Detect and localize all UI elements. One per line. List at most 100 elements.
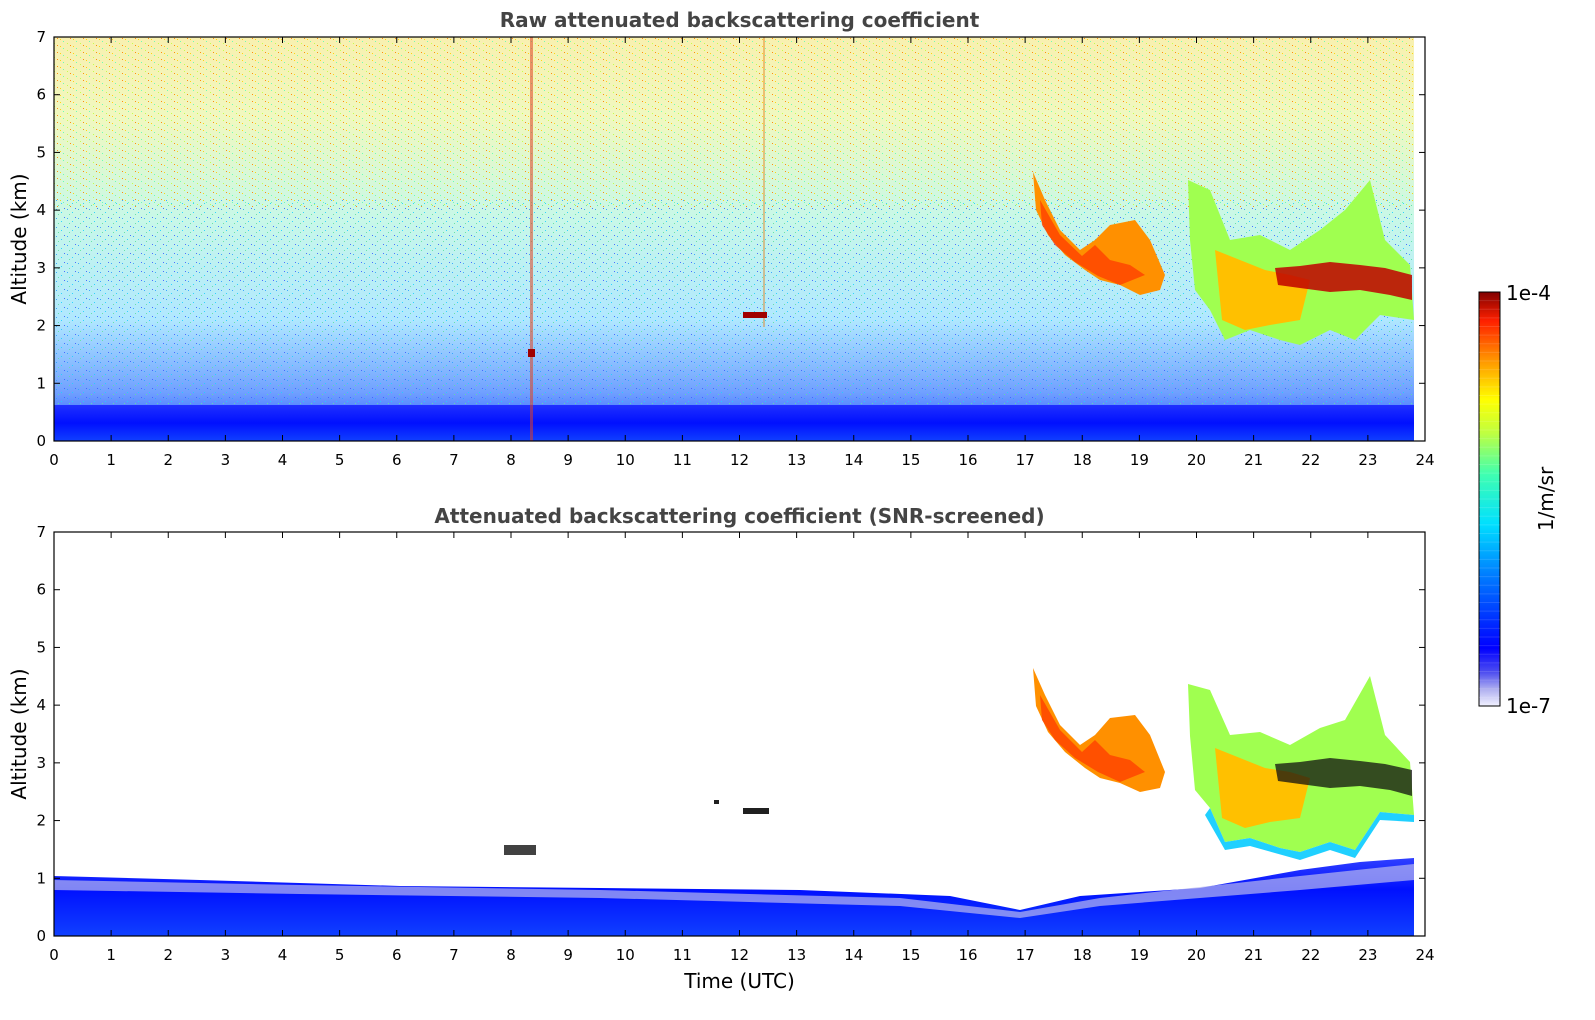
top-cloud-layer-2-core — [1215, 250, 1310, 330]
bottom-x-tick-label: 12 — [730, 946, 749, 964]
bottom-cloud-edge — [1205, 808, 1414, 860]
bottom-y-tick-label: 7 — [36, 523, 46, 541]
bottom-x-tick-label: 4 — [278, 946, 288, 964]
bottom-echo-11h — [714, 800, 719, 804]
bottom-x-axis-label: Time (UTC) — [683, 969, 795, 993]
bottom-echo-8h — [504, 845, 536, 855]
bottom-x-tick-label: 10 — [616, 946, 635, 964]
top-panel-title: Raw attenuated backscattering coefficien… — [500, 8, 980, 32]
top-x-tick-label: 23 — [1358, 451, 1377, 469]
top-y-tick-label: 6 — [36, 86, 46, 104]
colorbar-gradient — [1478, 291, 1501, 707]
bottom-x-tick-label: 22 — [1301, 946, 1320, 964]
top-x-tick-label: 9 — [563, 451, 573, 469]
bottom-x-tick-label: 7 — [449, 946, 459, 964]
top-artifact-line-1 — [530, 37, 533, 441]
top-y-axis: 0 1 2 3 4 5 6 7 — [36, 28, 1425, 450]
top-x-tick-label: 14 — [844, 451, 863, 469]
top-x-tick-label: 6 — [392, 451, 402, 469]
top-y-tick-label: 3 — [36, 259, 46, 277]
bottom-cloud-layer-1-core — [1040, 695, 1145, 782]
bottom-x-axis: 0 1 2 3 4 5 6 7 8 9 10 11 12 13 14 15 16 17 18 19 20 21 22 23 24 — [49, 532, 1435, 964]
bottom-y-tick-label: 6 — [36, 581, 46, 599]
bottom-x-tick-label: 8 — [506, 946, 516, 964]
bottom-heatmap — [54, 532, 1425, 936]
bottom-x-tick-label: 13 — [787, 946, 806, 964]
bottom-x-tick-label: 3 — [221, 946, 231, 964]
top-x-tick-label: 11 — [673, 451, 692, 469]
bottom-x-tick-label: 0 — [49, 946, 59, 964]
top-y-axis-label: Altitude (km) — [7, 173, 31, 304]
top-heatmap — [54, 37, 1414, 441]
bottom-x-tick-label: 11 — [673, 946, 692, 964]
bottom-x-tick-label: 24 — [1415, 946, 1434, 964]
top-cloud-layer-1 — [1033, 172, 1165, 295]
top-echo-12h — [743, 312, 767, 318]
top-x-tick-label: 19 — [1130, 451, 1149, 469]
bottom-x-tick-label: 6 — [392, 946, 402, 964]
bottom-x-tick-label: 9 — [563, 946, 573, 964]
top-y-tick-label: 1 — [36, 374, 46, 392]
top-y-tick-label: 2 — [36, 317, 46, 335]
top-x-tick-label: 2 — [163, 451, 173, 469]
colorbar-min-label: 1e-7 — [1506, 694, 1551, 718]
bottom-y-tick-label: 0 — [36, 927, 46, 945]
colorbar-max-label: 1e-4 — [1506, 281, 1551, 305]
bottom-x-tick-label: 1 — [106, 946, 116, 964]
bottom-x-tick-label: 18 — [1073, 946, 1092, 964]
bottom-y-tick-label: 1 — [36, 869, 46, 887]
top-x-tick-label: 8 — [506, 451, 516, 469]
bottom-y-tick-label: 5 — [36, 638, 46, 656]
top-y-tick-label: 0 — [36, 432, 46, 450]
top-y-tick-label: 7 — [36, 28, 46, 46]
bottom-x-tick-label: 23 — [1358, 946, 1377, 964]
top-x-tick-label: 7 — [449, 451, 459, 469]
bottom-x-tick-label: 17 — [1016, 946, 1035, 964]
top-x-tick-label: 20 — [1187, 451, 1206, 469]
bottom-cloud-layer-2-core — [1215, 748, 1310, 828]
top-x-tick-label: 0 — [49, 451, 59, 469]
top-x-tick-label: 21 — [1244, 451, 1263, 469]
bottom-x-tick-label: 16 — [958, 946, 977, 964]
bottom-x-tick-label: 20 — [1187, 946, 1206, 964]
bottom-x-tick-label: 21 — [1244, 946, 1263, 964]
top-x-tick-label: 3 — [221, 451, 231, 469]
bottom-dense-layer — [1275, 758, 1412, 796]
top-x-tick-label: 24 — [1415, 451, 1434, 469]
colorbar-steps — [1479, 300, 1500, 698]
bottom-panel-title: Attenuated backscattering coefficient (S… — [434, 504, 1044, 528]
bottom-cloud-layer-1 — [1033, 668, 1165, 792]
top-boundary-layer — [54, 405, 1414, 441]
top-x-tick-label: 4 — [278, 451, 288, 469]
bottom-echo-12h — [743, 808, 769, 814]
bottom-boundary-layer-top — [54, 864, 1414, 918]
top-dense-layer — [1275, 262, 1412, 300]
top-cloud-layer-1-core — [1040, 200, 1145, 285]
top-x-tick-label: 16 — [958, 451, 977, 469]
top-x-axis: 0 1 2 3 4 5 6 7 8 9 10 11 12 13 14 15 16 17 18 19 20 21 22 23 24 — [49, 37, 1435, 469]
bottom-y-tick-label: 2 — [36, 812, 46, 830]
top-x-tick-label: 13 — [787, 451, 806, 469]
colorbar-unit-label: 1/m/sr — [1534, 466, 1558, 531]
bottom-y-axis-label: Altitude (km) — [7, 668, 31, 799]
bottom-x-tick-label: 19 — [1130, 946, 1149, 964]
top-x-tick-label: 12 — [730, 451, 749, 469]
bottom-x-tick-label: 14 — [844, 946, 863, 964]
bottom-x-tick-label: 15 — [901, 946, 920, 964]
top-x-tick-label: 18 — [1073, 451, 1092, 469]
colorbar: 1e-4 1e-7 1/m/sr — [1478, 281, 1558, 718]
top-y-tick-label: 4 — [36, 201, 46, 219]
top-noise-texture-low — [54, 200, 1414, 410]
bottom-y-tick-label: 4 — [36, 696, 46, 714]
top-x-tick-label: 15 — [901, 451, 920, 469]
top-y-tick-label: 5 — [36, 143, 46, 161]
top-x-tick-label: 22 — [1301, 451, 1320, 469]
top-artifact-line-2 — [763, 37, 765, 327]
top-x-tick-label: 1 — [106, 451, 116, 469]
bottom-y-axis: 0 1 2 3 4 5 6 7 — [36, 523, 1425, 945]
top-echo-8h — [528, 349, 535, 357]
top-noise-texture-high — [54, 37, 1414, 207]
bottom-y-tick-label: 3 — [36, 754, 46, 772]
top-x-tick-label: 5 — [335, 451, 345, 469]
